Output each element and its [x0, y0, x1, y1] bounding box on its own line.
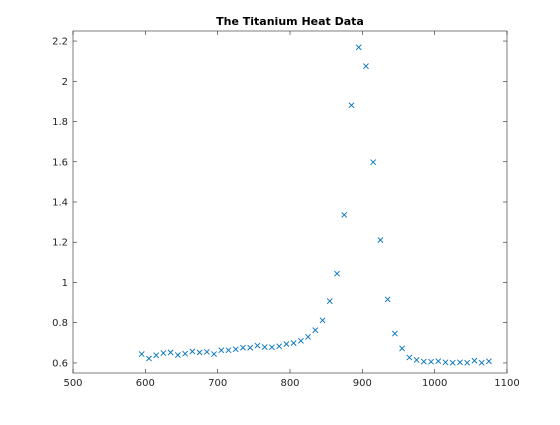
data-point-marker	[211, 351, 217, 358]
data-point-marker	[160, 350, 167, 357]
data-point-marker	[276, 343, 283, 350]
data-point-marker	[189, 348, 196, 355]
y-tick-label: 0.8	[52, 318, 68, 329]
data-point-marker	[457, 359, 463, 366]
data-point-marker	[146, 355, 152, 362]
data-point-marker	[283, 341, 290, 347]
data-point-marker	[442, 359, 449, 366]
data-point-marker	[428, 358, 434, 365]
data-point-marker	[471, 357, 478, 364]
x-axis-ticks: 500 600 700 800 900 1000 1100	[63, 31, 520, 389]
data-point-marker	[420, 358, 427, 365]
data-point-marker	[254, 342, 261, 349]
y-tick-label: 0.6	[52, 358, 68, 369]
data-point-marker	[138, 351, 145, 358]
data-point-marker	[377, 237, 384, 243]
y-axis-ticks: 0.6 0.8 1 1.2 1.4 1.6 1.8 2 2.2	[52, 37, 507, 369]
data-point-marker	[406, 354, 413, 361]
data-point-marker	[326, 298, 333, 305]
data-point-marker	[225, 347, 232, 354]
data-point-marker	[464, 359, 471, 366]
data-point-marker	[384, 296, 391, 303]
data-point-marker	[312, 327, 319, 334]
data-point-marker	[203, 348, 210, 355]
data-point-marker	[449, 359, 456, 366]
data-point-marker	[232, 346, 239, 353]
data-point-marker	[341, 211, 348, 218]
data-point-marker	[247, 344, 254, 351]
data-point-marker	[348, 102, 355, 109]
x-tick-label: 700	[208, 378, 227, 389]
data-point-marker	[261, 344, 268, 350]
data-point-marker	[218, 347, 225, 354]
data-point-marker	[478, 359, 485, 366]
data-point-marker	[174, 352, 181, 359]
data-point-marker	[319, 317, 326, 324]
x-tick-label: 900	[353, 378, 372, 389]
y-tick-label: 1.8	[52, 117, 68, 128]
data-point-marker	[391, 330, 398, 337]
data-point-marker	[413, 357, 420, 363]
data-point-marker	[363, 63, 369, 70]
plot-area	[72, 30, 508, 374]
data-point-marker	[268, 344, 275, 351]
data-point-marker	[167, 349, 174, 356]
x-tick-label: 1000	[422, 378, 447, 389]
data-point-marker	[196, 349, 203, 356]
data-point-marker	[370, 159, 377, 166]
data-point-marker	[182, 350, 189, 357]
x-tick-label: 1100	[494, 378, 519, 389]
data-point-marker	[305, 333, 312, 340]
data-point-marker	[290, 340, 297, 346]
x-tick-label: 800	[280, 378, 299, 389]
y-tick-label: 2	[62, 77, 68, 88]
data-point-marker	[153, 352, 160, 359]
data-point-marker	[297, 337, 304, 344]
y-tick-label: 1.4	[52, 198, 68, 209]
data-point-marker	[485, 358, 492, 365]
data-point-marker	[355, 44, 362, 51]
y-tick-label: 2.2	[52, 37, 68, 48]
x-tick-label: 500	[63, 378, 82, 389]
data-point-marker	[240, 344, 246, 351]
data-point-marker	[435, 358, 442, 365]
data-point-marker	[399, 345, 406, 352]
data-points	[138, 44, 492, 366]
y-tick-label: 1	[62, 278, 68, 289]
data-point-marker	[334, 270, 340, 277]
chart-title: The Titanium Heat Data	[216, 15, 364, 28]
y-tick-label: 1.2	[52, 238, 68, 249]
x-tick-label: 600	[136, 378, 155, 389]
y-tick-label: 1.6	[52, 157, 68, 168]
